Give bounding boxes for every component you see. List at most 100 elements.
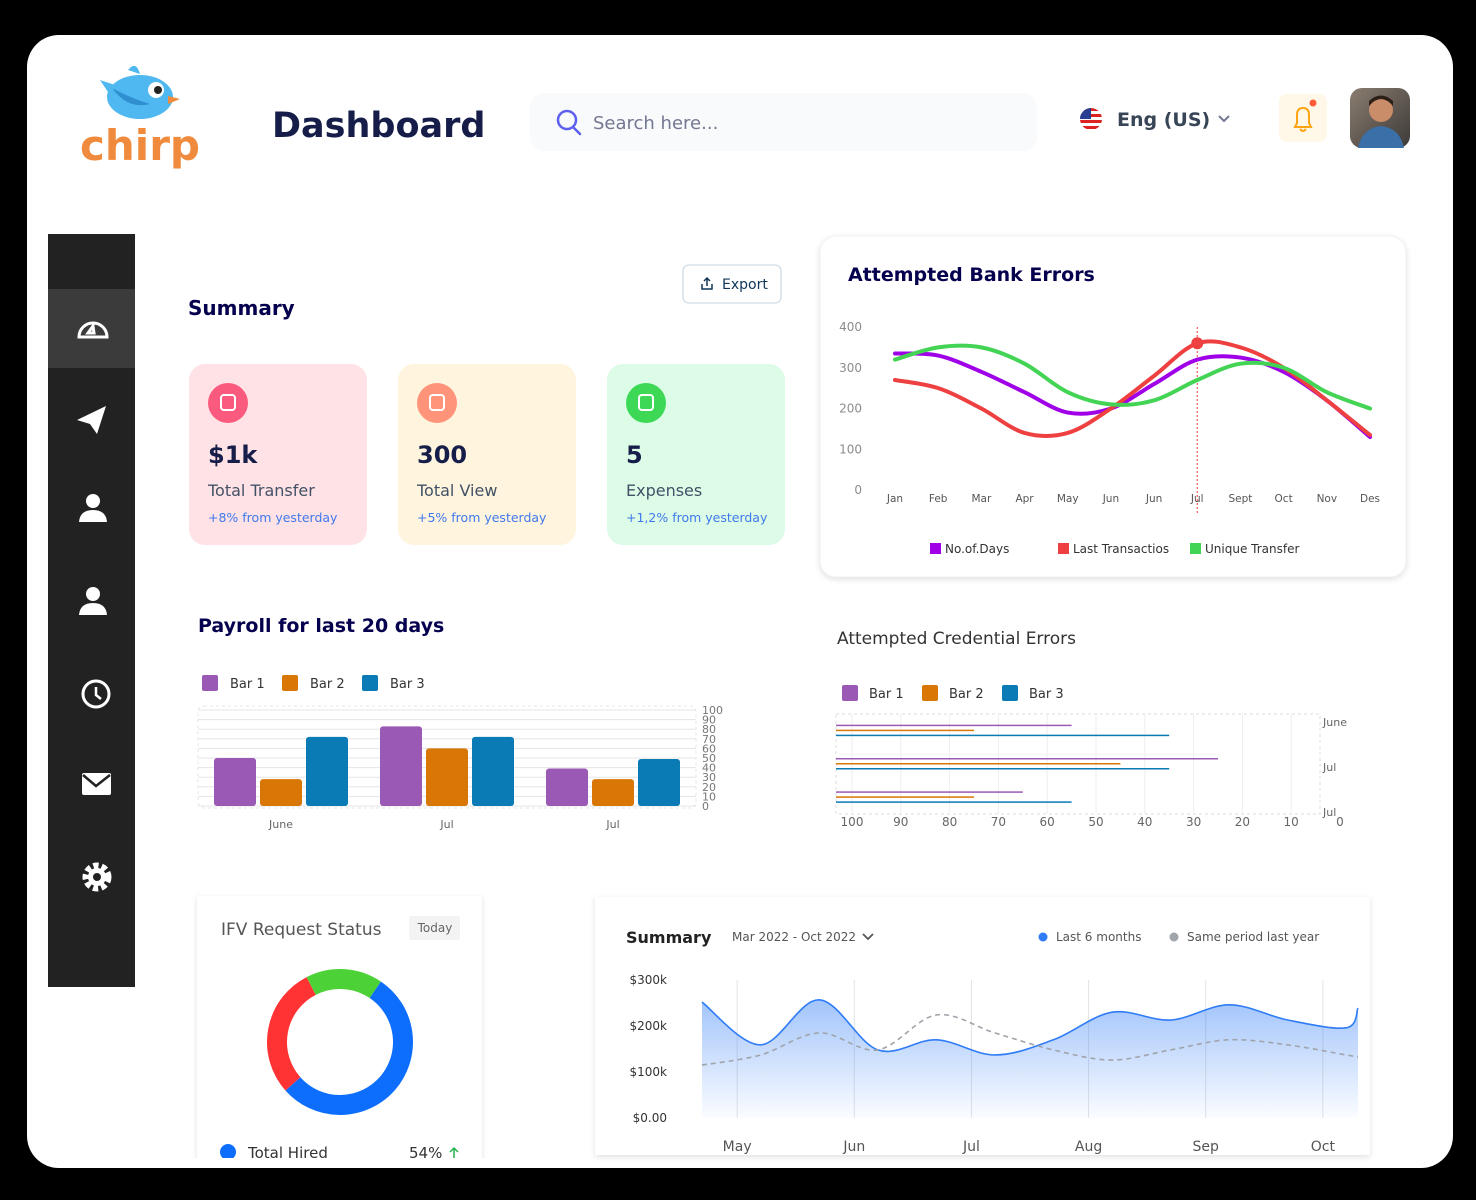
x-tick-label: Jun: [1102, 493, 1119, 505]
legend-label: Bar 2: [949, 687, 984, 702]
settings-icon[interactable]: [82, 862, 112, 892]
y-tick-label: 400: [839, 320, 862, 334]
card-icon: [626, 383, 666, 423]
x-tick-label: May: [1057, 493, 1079, 505]
bar: [546, 768, 588, 806]
card-change: +1,2% from yesterday: [626, 510, 768, 525]
donut-segment: [285, 981, 413, 1115]
bar: [836, 768, 1170, 770]
y-tick-label: 100: [839, 442, 862, 456]
y-tick-label: 50: [702, 752, 716, 765]
x-tick-label: Feb: [929, 493, 948, 505]
logo-text: chirp: [80, 121, 200, 170]
x-tick-label: Des: [1360, 493, 1380, 505]
y-tick-label: $300k: [630, 973, 668, 987]
line-series: [701, 998, 1359, 1056]
x-tick-label: Jul: [439, 818, 453, 831]
export-button[interactable]: [682, 264, 782, 304]
y-tick-label: 100: [702, 704, 723, 717]
search-icon: [571, 125, 582, 136]
legend-dot: [220, 1144, 236, 1158]
x-tick-label: 90: [893, 815, 908, 829]
legend-label: Last Transactios: [1073, 542, 1169, 556]
y-tick-label: Jul: [1322, 806, 1336, 819]
dashboard-icon[interactable]: [77, 321, 109, 339]
bar: [214, 758, 256, 806]
y-tick-label: 80: [702, 723, 716, 736]
history-icon[interactable]: [81, 679, 111, 709]
card-icon-glyph: [638, 394, 654, 411]
x-tick-label: Aug: [1075, 1139, 1102, 1155]
period-chevron: [862, 933, 874, 941]
x-tick-label: 70: [991, 815, 1006, 829]
profile-icon[interactable]: [79, 587, 107, 615]
bar: [592, 779, 634, 806]
trend-arrow: [449, 1146, 459, 1158]
language-chevron[interactable]: [1218, 115, 1230, 123]
y-tick-label: 10: [702, 790, 716, 803]
bar: [836, 734, 1170, 737]
legend-label: Bar 2: [310, 677, 345, 692]
search-icon: [556, 109, 578, 131]
legend-swatch: [842, 685, 858, 701]
x-tick-label: 0: [1336, 815, 1344, 829]
notification-dot: [1309, 99, 1317, 107]
user-icon[interactable]: [79, 494, 107, 522]
donut-segment: [267, 977, 317, 1091]
plot-border: [197, 705, 697, 809]
bar: [836, 763, 1121, 765]
ifv-card: IFV Request Status Today Total Hired 54%: [197, 896, 482, 1162]
legend-swatch: [930, 543, 941, 554]
period-label: Mar 2022 - Oct 2022: [732, 930, 856, 944]
bar: [380, 726, 422, 806]
y-tick-label: 70: [702, 733, 716, 746]
legend-value: 54%: [409, 1144, 442, 1162]
y-tick-label: 0: [854, 483, 862, 497]
y-tick-label: $200k: [630, 1019, 668, 1033]
x-tick-label: 40: [1137, 815, 1152, 829]
x-tick-label: Jun: [1145, 493, 1162, 505]
y-tick-label: 200: [839, 402, 862, 416]
export-icon: [701, 276, 713, 290]
avatar[interactable]: [1350, 88, 1410, 148]
x-tick-label: 50: [1088, 815, 1103, 829]
card-change: +5% from yesterday: [417, 510, 547, 525]
legend-swatch: [1002, 685, 1018, 701]
card-label: Expenses: [626, 481, 702, 500]
chart-title: Payroll for last 20 days: [198, 615, 444, 637]
notification-button[interactable]: [1279, 94, 1327, 142]
y-tick-label: 40: [702, 762, 716, 775]
legend-label: Same period last year: [1187, 930, 1319, 944]
x-tick-label: Oct: [1311, 1139, 1336, 1155]
x-tick-label: Nov: [1317, 493, 1338, 505]
legend-label: Bar 3: [390, 677, 425, 692]
legend-label: Unique Transfer: [1205, 542, 1299, 556]
card-title: IFV Request Status: [221, 920, 382, 940]
bar: [836, 729, 974, 732]
bar: [260, 779, 302, 806]
card-icon: [208, 383, 248, 423]
x-tick-label: 80: [942, 815, 957, 829]
bar: [426, 748, 468, 806]
card-label: Total Transfer: [207, 481, 315, 500]
bar: [836, 724, 1072, 727]
mail-icon[interactable]: [82, 773, 111, 795]
card-change: +8% from yesterday: [208, 510, 338, 525]
bar: [638, 758, 680, 806]
bar: [836, 758, 1218, 760]
legend-swatch: [282, 675, 298, 691]
donut-segment: [306, 969, 381, 999]
x-tick-label: May: [723, 1139, 752, 1155]
period-label: Today: [417, 921, 453, 935]
card-value: 300: [417, 441, 467, 469]
legend-label: Total Hired: [247, 1144, 328, 1162]
y-tick-label: 90: [702, 714, 716, 727]
search-placeholder: Search here...: [593, 113, 718, 134]
bar: [836, 801, 1072, 803]
language[interactable]: Eng (US): [1117, 109, 1210, 131]
export-label[interactable]: Export: [722, 277, 768, 293]
search-box[interactable]: [530, 93, 1037, 151]
send-icon[interactable]: [77, 406, 106, 434]
